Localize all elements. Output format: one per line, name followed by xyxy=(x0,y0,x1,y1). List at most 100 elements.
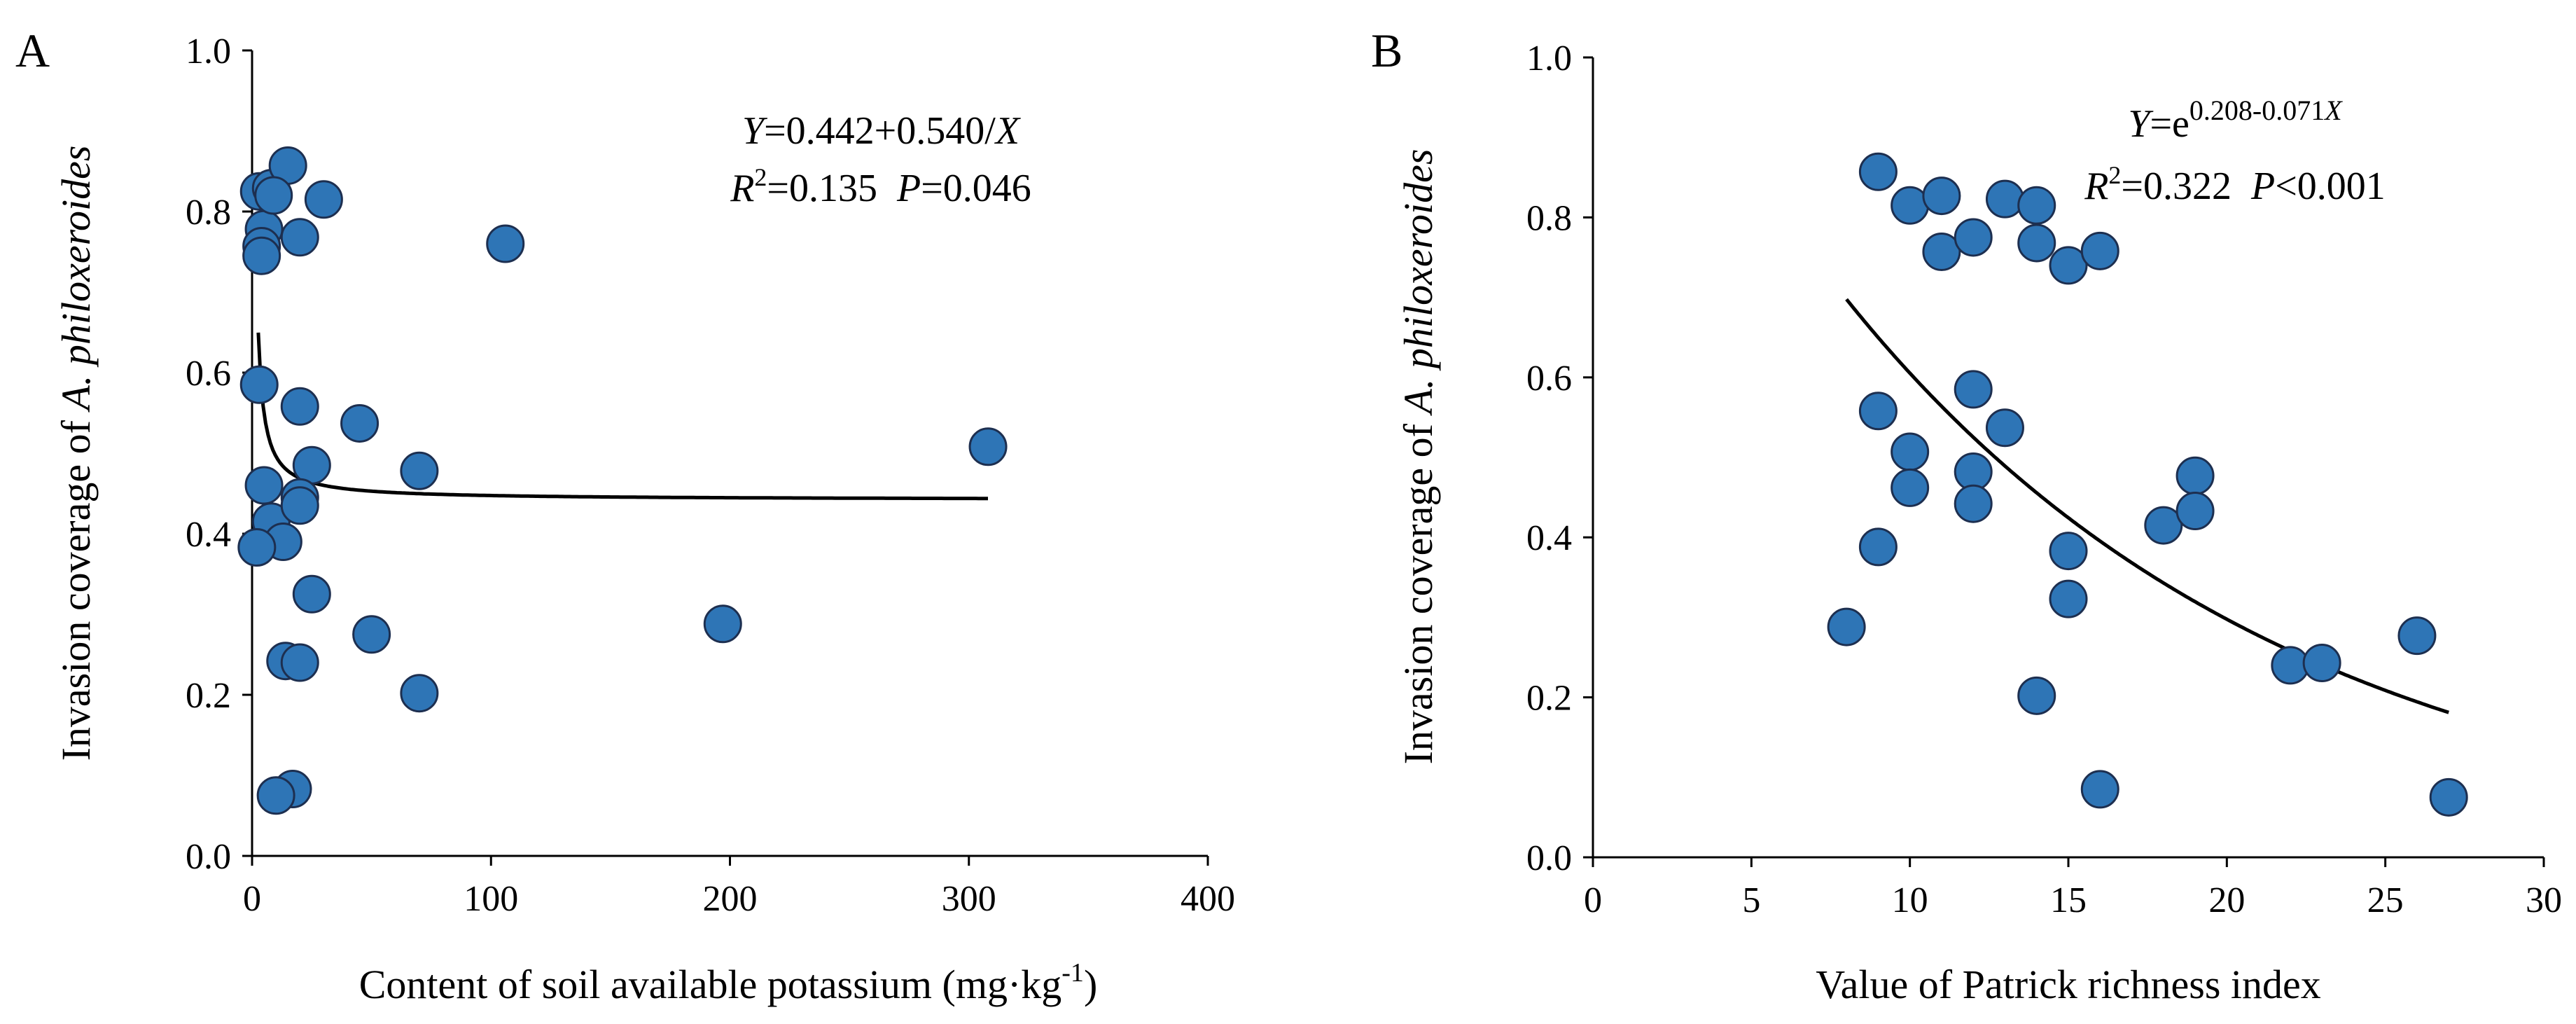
chart-a-equation-line1: Y=0.442+0.540/X xyxy=(742,109,1022,153)
chart-a-eq-r-sup: 2 xyxy=(754,163,767,191)
chart-a-x-ticks: 0 100 200 300 400 xyxy=(243,856,1235,919)
chart-a-eq-r-val: =0.135 xyxy=(767,167,877,210)
chart-b-y-ticks: 0.0 0.2 0.4 0.6 0.8 1.0 xyxy=(1526,39,1593,878)
chart-a-eq-rhs: =0.442+0.540/ xyxy=(764,109,996,153)
chart-a-point xyxy=(280,218,319,257)
chart-b-point xyxy=(2302,643,2341,682)
chart-a-y-tick-label: 0.4 xyxy=(186,515,231,555)
chart-a-xlabel-sup: -1 xyxy=(1061,958,1084,988)
chart-b-point xyxy=(1954,218,1993,257)
chart-b-point xyxy=(2175,456,2215,495)
chart-a-ylabel-prefix: Invasion coverage of xyxy=(53,410,99,761)
chart-a-point xyxy=(340,403,380,443)
chart-b-x-tick-label: 10 xyxy=(1892,880,1928,920)
chart-b-point xyxy=(2080,231,2119,270)
chart-b-point xyxy=(1858,152,1898,191)
chart-b-y-tick-label: 0.4 xyxy=(1526,518,1572,558)
chart-b-eq-p-val: <0.001 xyxy=(2275,165,2386,208)
chart-b-y-tick-label: 0.8 xyxy=(1526,198,1572,238)
chart-a-y-tick-label: 0.2 xyxy=(186,676,231,716)
panel-label-b: B xyxy=(1371,24,1402,77)
chart-b-point xyxy=(2049,579,2088,618)
chart-a-point xyxy=(703,604,742,644)
chart-b-point xyxy=(2080,770,2119,809)
chart-b-equation-line1: Y=e0.208-0.071X xyxy=(2128,95,2343,146)
chart-b-y-tick-label: 1.0 xyxy=(1526,39,1572,78)
chart-a-y-tick-label: 0.8 xyxy=(186,193,231,233)
chart-a-eq-r: R xyxy=(730,167,754,210)
chart-b-eq-exp-x: X xyxy=(2323,95,2343,126)
chart-b-x-tick-label: 25 xyxy=(2367,880,2404,920)
chart-b-point xyxy=(2017,186,2056,225)
chart-b-x-tick-label: 5 xyxy=(1742,880,1760,920)
chart-b-point xyxy=(1985,179,2024,219)
chart-b-point xyxy=(1985,408,2024,448)
chart-a-xlabel-end: ) xyxy=(1084,962,1097,1007)
chart-a-point xyxy=(280,387,319,426)
chart-b-point xyxy=(1891,432,1930,471)
chart-b-eq-r: R xyxy=(2084,165,2108,208)
chart-a-point xyxy=(292,574,331,614)
chart-b-y-tick-label: 0.0 xyxy=(1526,838,1572,878)
chart-a-points xyxy=(237,146,1008,815)
chart-b-eq-y: Y xyxy=(2128,102,2154,146)
chart-a-point xyxy=(254,176,293,215)
chart-a-y-tick-label: 0.0 xyxy=(186,837,231,877)
chart-a-point xyxy=(280,486,319,525)
chart-a-point xyxy=(242,236,281,275)
chart-b-x-tick-label: 15 xyxy=(2050,880,2087,920)
chart-b-point xyxy=(2175,492,2215,531)
chart-b-points xyxy=(1827,152,2468,817)
chart-a-ylabel-species: A. philoxeroides xyxy=(53,146,99,413)
chart-b-x-tick-label: 30 xyxy=(2526,880,2562,920)
chart-a-point xyxy=(256,776,295,815)
chart-a: A 0.0 0.2 0.4 0.6 0.8 1.0 0 100 200 300 400 Y=0.4… xyxy=(15,24,1235,1007)
chart-a-point xyxy=(486,224,525,263)
chart-a-y-tick-label: 0.6 xyxy=(186,354,231,394)
chart-a-point xyxy=(400,674,439,713)
chart-b-y-tick-label: 0.6 xyxy=(1526,359,1572,399)
chart-b-eq-p: P xyxy=(2250,165,2275,208)
chart-b-y-tick-label: 0.2 xyxy=(1526,679,1572,719)
chart-b-point xyxy=(2017,676,2056,715)
chart-b-x-ticks: 0 5 10 15 20 25 30 xyxy=(1584,857,2562,920)
chart-b-point xyxy=(1891,468,1930,507)
chart-a-point xyxy=(292,445,331,485)
chart-b-point xyxy=(2017,223,2056,263)
chart-b-point xyxy=(1922,233,1961,272)
chart-b-eq-r-sup: 2 xyxy=(2108,161,2121,189)
chart-b-eq-exp: 0.208-0.071 xyxy=(2189,95,2325,126)
chart-b-point xyxy=(2397,616,2437,656)
chart-a-x-tick-label: 200 xyxy=(703,879,758,919)
chart-b-point xyxy=(1858,392,1898,431)
chart-a-point xyxy=(239,365,279,404)
chart-a-y-axis-title: Invasion coverage of A. philoxeroides xyxy=(53,146,99,761)
chart-b-point xyxy=(1827,607,1866,646)
chart-a-point xyxy=(968,427,1008,466)
chart-b-point xyxy=(1858,527,1898,567)
chart-b-y-axis-title: Invasion coverage of A. philoxeroides xyxy=(1395,149,1441,765)
chart-a-eq-x: X xyxy=(994,109,1022,153)
chart-a-x-tick-label: 100 xyxy=(464,879,518,919)
chart-b-eq-r-val: =0.322 xyxy=(2121,165,2232,208)
chart-a-eq-p-val: =0.046 xyxy=(921,167,1031,210)
chart-b-point xyxy=(2049,532,2088,571)
chart-a-point xyxy=(352,615,391,654)
chart-a-point xyxy=(304,180,343,219)
chart-a-xlabel: Content of soil available potassium (mg·… xyxy=(359,962,1062,1007)
chart-a-x-tick-label: 400 xyxy=(1181,879,1235,919)
chart-b-eq-e: =e xyxy=(2150,102,2189,146)
chart-a-x-tick-label: 0 xyxy=(243,879,261,919)
chart-a-eq-p: P xyxy=(896,167,921,210)
chart-b-x-tick-label: 20 xyxy=(2208,880,2245,920)
chart-a-x-tick-label: 300 xyxy=(942,879,996,919)
chart-a-eq-y: Y xyxy=(742,109,768,153)
panel-label-a: A xyxy=(15,24,50,77)
chart-b-point xyxy=(2144,506,2183,545)
chart-b-point xyxy=(1922,177,1961,216)
chart-a-point xyxy=(280,643,319,682)
chart-a-fit-curve xyxy=(256,332,988,501)
chart-b-ylabel-prefix: Invasion coverage of xyxy=(1395,414,1441,765)
chart-b-point xyxy=(1954,370,1993,409)
